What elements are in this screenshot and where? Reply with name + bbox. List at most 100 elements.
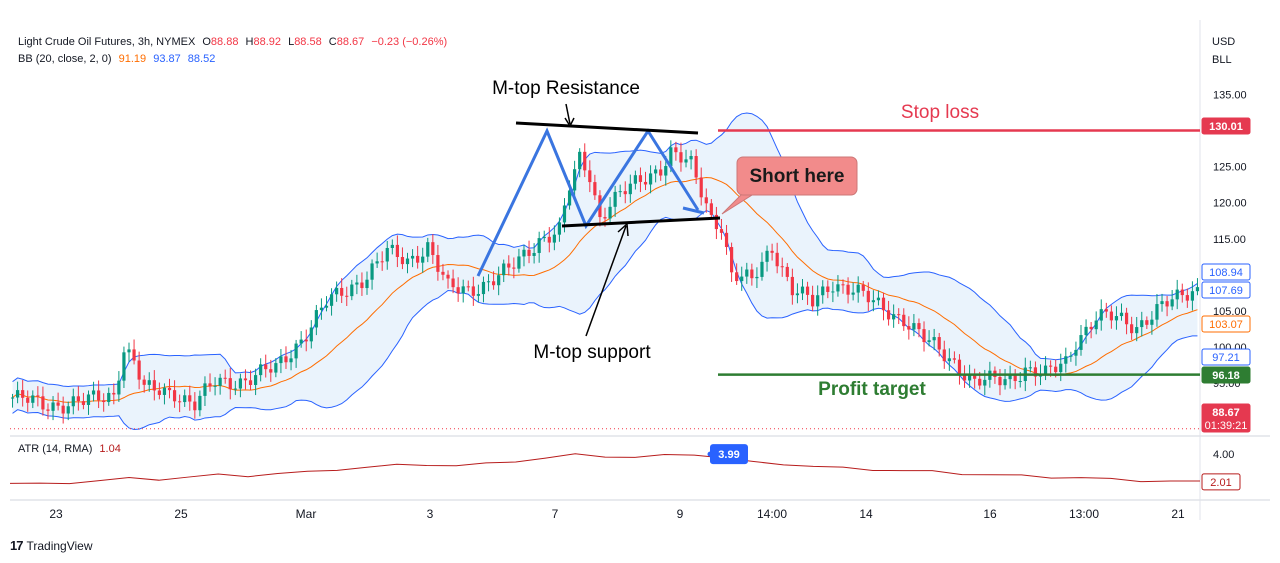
- candle-body: [557, 222, 562, 235]
- candle-body: [446, 274, 450, 279]
- candle-body: [593, 182, 597, 196]
- price-label-text: 97.21: [1212, 352, 1240, 364]
- candle-body: [947, 358, 951, 362]
- candle-body: [456, 287, 460, 294]
- price-label-text: 96.18: [1212, 370, 1240, 382]
- atr-last-box: [1201, 473, 1241, 491]
- candle-body: [122, 352, 126, 381]
- tradingview-logo-icon: 17: [10, 538, 24, 553]
- candle-body: [193, 401, 197, 411]
- atr-value: 1.04: [99, 443, 121, 455]
- candle-body: [71, 396, 75, 407]
- candle-body: [142, 379, 146, 385]
- candle-body: [821, 286, 825, 296]
- candle-body: [704, 197, 708, 204]
- candle-body: [684, 159, 688, 163]
- candle-body: [861, 284, 865, 291]
- candle-body: [233, 388, 237, 390]
- candle-body: [1180, 289, 1184, 296]
- candle-body: [942, 349, 946, 362]
- candle-body: [674, 147, 678, 153]
- candle-body: [831, 291, 835, 293]
- candle-body: [269, 369, 273, 373]
- candle-body: [1003, 379, 1007, 386]
- candle-body: [172, 390, 177, 402]
- candle-body: [881, 297, 886, 311]
- atr-y-tick: 4.00: [1213, 449, 1234, 461]
- candle-body: [188, 395, 192, 402]
- candle-body: [537, 238, 541, 253]
- candle-body: [775, 252, 779, 267]
- candle-body: [497, 275, 501, 286]
- candle-body: [750, 269, 754, 279]
- candle-body: [583, 151, 587, 171]
- candle-body: [309, 327, 313, 342]
- candle-body: [345, 295, 349, 297]
- candle-body: [1160, 301, 1164, 305]
- open-label: O: [202, 36, 211, 48]
- callout-box: [736, 156, 858, 196]
- candle-body: [967, 374, 972, 381]
- atr-line: [9, 453, 1201, 485]
- candle-body: [253, 375, 258, 385]
- candle-body: [770, 250, 774, 253]
- candle-body: [932, 337, 936, 341]
- candle-body: [745, 269, 749, 277]
- price-label-text: 130.01: [1209, 121, 1243, 133]
- candle-body: [1069, 355, 1073, 357]
- candle-body: [304, 339, 308, 342]
- candle-body: [1064, 356, 1068, 364]
- candle-body: [638, 175, 643, 182]
- candle-body: [1170, 299, 1174, 307]
- candle-body: [785, 266, 789, 277]
- candle-body: [1099, 309, 1103, 321]
- price-label-box: [1201, 348, 1251, 366]
- candle-body: [659, 169, 663, 176]
- candle-body: [1140, 320, 1144, 328]
- candle-body: [532, 252, 536, 256]
- support-line: [561, 216, 721, 228]
- high-value: 88.92: [253, 36, 281, 48]
- atr-label: ATR (14, RMA): [18, 443, 93, 455]
- candle-body: [1145, 320, 1149, 325]
- candle-body: [714, 214, 719, 230]
- tradingview-brand[interactable]: 17 TradingView: [10, 538, 93, 553]
- candle-body: [441, 271, 445, 275]
- candle-body: [765, 250, 769, 262]
- candle-body: [486, 281, 491, 283]
- candle-body: [973, 374, 977, 379]
- x-tick-label: 23: [49, 507, 63, 521]
- candle-body: [41, 396, 45, 410]
- candle-body: [1150, 319, 1154, 325]
- resistance-pointer: [565, 103, 571, 125]
- candle-body: [780, 266, 784, 268]
- candle-body: [476, 294, 481, 296]
- candle-body: [542, 236, 546, 239]
- candle-body: [841, 284, 845, 286]
- candle-body: [755, 276, 759, 279]
- candle-body: [81, 401, 86, 405]
- candle-body: [1074, 349, 1078, 356]
- candle-body: [167, 387, 172, 391]
- price-label-countdown: 01:39:21: [1205, 420, 1248, 432]
- y-tick-label: 135.00: [1213, 89, 1247, 101]
- candle-body: [643, 181, 648, 185]
- candle-body: [426, 242, 430, 257]
- candle-body: [907, 326, 911, 330]
- bollinger-lower-line: [12, 210, 1198, 430]
- candle-body: [790, 276, 794, 296]
- candle-body: [937, 337, 941, 350]
- atr-marker-value: 3.99: [718, 449, 739, 461]
- candle-body: [1190, 291, 1195, 301]
- price-label-text: 88.67: [1212, 407, 1240, 419]
- candle-body: [86, 394, 91, 405]
- price-label-text: 103.07: [1209, 319, 1243, 331]
- candle-body: [588, 170, 592, 183]
- resistance-pointer-arrow: [564, 117, 575, 128]
- candle-body: [259, 364, 263, 376]
- candle-body: [238, 378, 243, 389]
- candle-body: [1130, 324, 1134, 334]
- candle-body: [578, 151, 582, 170]
- resistance-label: M-top Resistance: [492, 78, 640, 99]
